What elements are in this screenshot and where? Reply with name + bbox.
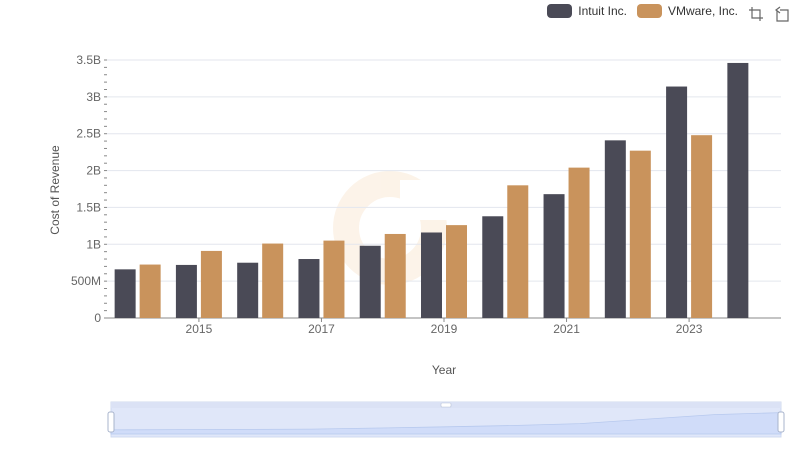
bar-vmware-2018[interactable] bbox=[384, 233, 406, 318]
bar-vmware-2015[interactable] bbox=[200, 250, 222, 318]
x-axis-label: Year bbox=[432, 363, 456, 377]
bar-intuit-2020[interactable] bbox=[482, 216, 504, 318]
y-tick-label: 500M bbox=[71, 274, 101, 288]
y-tick-label: 1.5B bbox=[76, 200, 101, 214]
legend-item-intuit[interactable]: Intuit Inc. bbox=[547, 4, 627, 18]
bar-vmware-2023[interactable] bbox=[691, 135, 713, 318]
bar-vmware-2021[interactable] bbox=[568, 167, 590, 318]
x-tick-label: 2021 bbox=[553, 322, 580, 336]
bar-vmware-2016[interactable] bbox=[262, 243, 284, 318]
y-axis: 0 500M 1B 1.5B 2B 2.5B 3B 3.5B bbox=[71, 53, 107, 325]
data-zoom-slider[interactable] bbox=[107, 401, 785, 438]
bar-intuit-2015[interactable] bbox=[175, 264, 197, 318]
legend: Intuit Inc. VMware, Inc. bbox=[547, 4, 738, 18]
x-tick-label: 2019 bbox=[431, 322, 458, 336]
zoom-select-icon[interactable] bbox=[748, 6, 764, 22]
bar-vmware-2019[interactable] bbox=[446, 225, 467, 318]
bar-intuit-2018[interactable] bbox=[359, 245, 381, 318]
legend-swatch-intuit bbox=[547, 4, 573, 18]
bar-vmware-2022[interactable] bbox=[629, 150, 651, 318]
bar-intuit-2022[interactable] bbox=[604, 140, 626, 318]
bar-intuit-2017[interactable] bbox=[298, 259, 320, 318]
bar-intuit-2019[interactable] bbox=[421, 232, 442, 318]
bars bbox=[114, 62, 749, 318]
bar-vmware-2020[interactable] bbox=[507, 185, 529, 318]
bar-intuit-2021[interactable] bbox=[543, 194, 565, 318]
bar-intuit-2023[interactable] bbox=[666, 86, 688, 318]
y-axis-label: Cost of Revenue bbox=[48, 145, 62, 235]
x-tick-label: 2015 bbox=[186, 322, 213, 336]
legend-item-vmware[interactable]: VMware, Inc. bbox=[636, 4, 738, 18]
slider-handle-left[interactable] bbox=[107, 411, 115, 433]
x-tick-label: 2017 bbox=[308, 322, 335, 336]
y-tick-label: 3B bbox=[86, 90, 101, 104]
bar-intuit-2014[interactable] bbox=[114, 269, 136, 318]
bar-intuit-2024[interactable] bbox=[727, 62, 749, 318]
bar-vmware-2014[interactable] bbox=[139, 264, 161, 318]
legend-label-vmware: VMware, Inc. bbox=[667, 4, 738, 18]
y-tick-label: 2.5B bbox=[76, 127, 101, 141]
y-tick-label: 3.5B bbox=[76, 53, 101, 67]
slider-handle-right[interactable] bbox=[777, 411, 785, 433]
bar-vmware-2017[interactable] bbox=[323, 240, 345, 318]
y-tick-label: 0 bbox=[94, 311, 101, 325]
slider-move-handle[interactable] bbox=[440, 402, 452, 408]
legend-swatch-vmware bbox=[636, 4, 662, 18]
x-axis: 2015 2017 2019 2021 2023 bbox=[107, 317, 781, 336]
y-tick-label: 1B bbox=[86, 237, 101, 251]
chart-toolbar bbox=[748, 6, 790, 22]
legend-label-intuit: Intuit Inc. bbox=[578, 4, 627, 18]
x-tick-label: 2023 bbox=[676, 322, 703, 336]
y-tick-label: 2B bbox=[86, 164, 101, 178]
bar-intuit-2016[interactable] bbox=[237, 262, 259, 318]
restore-icon[interactable] bbox=[774, 6, 790, 22]
slider-selection bbox=[111, 408, 781, 437]
